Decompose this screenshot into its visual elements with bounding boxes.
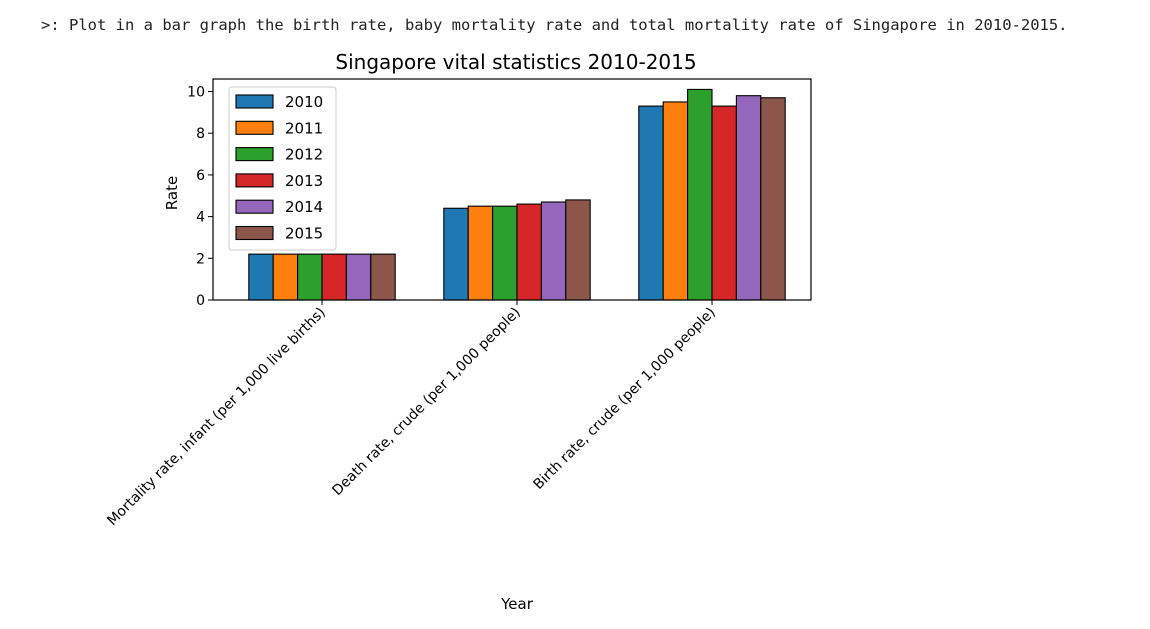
x-tick-label: Birth rate, crude (per 1,000 people)	[531, 305, 719, 493]
bar-2011-2	[467, 205, 494, 301]
y-tick-label: 6	[196, 168, 205, 184]
plot-frame	[212, 78, 812, 301]
y-tick-label: 8	[196, 126, 205, 142]
x-axis-label: Year	[500, 595, 534, 613]
x-tick-label: Death rate, crude (per 1,000 people)	[329, 305, 523, 499]
legend-swatch-2012	[235, 147, 274, 162]
bar-2015-1	[370, 253, 396, 301]
legend-swatch-2011	[235, 120, 274, 135]
legend-swatch-2010	[235, 94, 274, 109]
bar-2015-3	[760, 97, 786, 301]
y-tick-label: 10	[187, 85, 205, 101]
y-tick-label: 4	[196, 210, 205, 226]
bars-group	[248, 88, 786, 301]
legend-label-2010: 2010	[285, 93, 323, 111]
chart-title: Singapore vital statistics 2010-2015	[335, 50, 696, 74]
bar-2013-3	[711, 105, 737, 301]
legend-swatch-2013	[235, 173, 274, 188]
bar-2012-3	[687, 88, 713, 301]
bar-2010-1	[248, 253, 274, 301]
prompt-text: Plot in a bar graph the birth rate, baby…	[69, 16, 1068, 34]
x-tick-label: Mortality rate, infant (per 1,000 live b…	[104, 305, 328, 529]
legend: 2010 2011 2012 2013 2014 2015	[228, 86, 337, 251]
bar-2012-1	[297, 253, 323, 301]
y-axis: 0 2 4 6 8 10	[187, 85, 213, 309]
legend-label-2013: 2013	[285, 172, 323, 190]
bar-2011-3	[662, 101, 689, 301]
legend-label-2014: 2014	[285, 198, 323, 216]
bar-2010-2	[443, 207, 469, 301]
bar-2010-3	[638, 105, 664, 301]
legend-swatch-2015	[235, 225, 274, 241]
y-axis-label: Rate	[163, 176, 181, 210]
y-tick-label: 0	[196, 293, 205, 309]
legend-swatch-2014	[235, 199, 274, 214]
bar-2013-2	[516, 203, 542, 301]
legend-label-2011: 2011	[285, 119, 323, 137]
legend-label-2012: 2012	[285, 146, 323, 164]
bar-2011-1	[272, 253, 299, 301]
legend-label-2015: 2015	[285, 225, 323, 243]
bar-2013-1	[321, 253, 347, 301]
bar-2014-2	[540, 201, 567, 301]
bar-2015-2	[565, 199, 591, 301]
prompt-line: >: Plot in a bar graph the birth rate, b…	[41, 16, 1068, 34]
bar-2012-2	[492, 205, 518, 301]
y-tick-label: 2	[196, 251, 205, 267]
bar-2014-1	[345, 253, 372, 301]
prompt-marker: >:	[41, 16, 60, 34]
bar-2014-3	[735, 95, 762, 301]
x-axis: Mortality rate, infant (per 1,000 live b…	[104, 300, 719, 529]
